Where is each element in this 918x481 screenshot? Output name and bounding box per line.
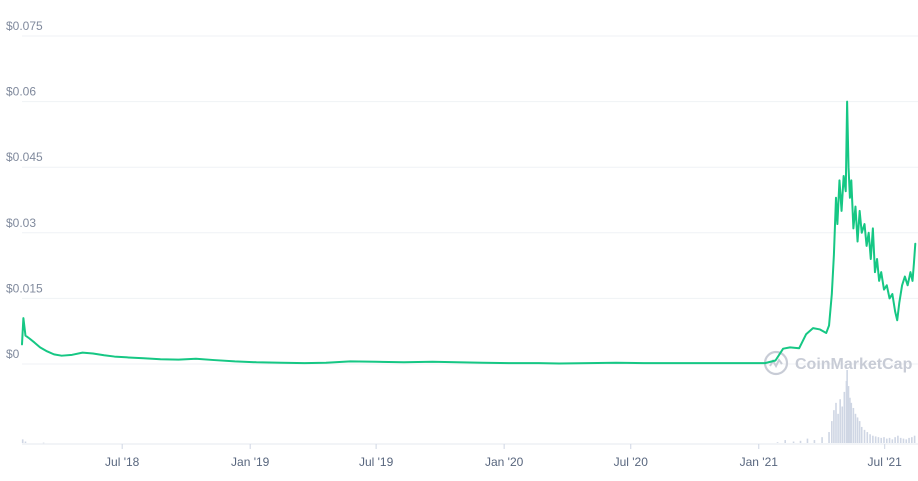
price-series-line [21, 100, 917, 365]
volume-bar [852, 407, 855, 443]
volume-bar [902, 438, 905, 443]
volume-bar [899, 437, 902, 443]
volume-bar [42, 442, 45, 444]
volume-bar [839, 399, 841, 443]
grid-lines [22, 35, 918, 365]
x-tick-label: Jul '20 [614, 455, 649, 469]
volume-bar [837, 413, 839, 443]
x-tick-label: Jan '19 [231, 455, 270, 469]
volume-bar [891, 439, 894, 443]
volume-bar [813, 440, 816, 443]
volume-bars [21, 370, 916, 444]
volume-bar [24, 441, 27, 443]
volume-bar [835, 402, 837, 443]
volume-bar [869, 434, 871, 443]
price-line [21, 100, 917, 365]
volume-bar [856, 417, 859, 443]
y-tick-label: $0.015 [6, 281, 43, 295]
volume-bar [776, 442, 779, 443]
volume-bar [913, 435, 916, 443]
y-axis-labels: $0 $0.015 $0.03 $0.045 $0.06 $0.075 [6, 19, 43, 361]
volume-bar [908, 437, 910, 443]
x-tick-label: Jul '19 [359, 455, 394, 469]
volume-bar [821, 437, 823, 443]
volume-bar [905, 439, 908, 443]
volume-bar [888, 437, 891, 443]
volume-bar [784, 440, 787, 443]
volume-bar [799, 440, 802, 443]
volume-bar [841, 406, 844, 443]
coinmarketcap-watermark: CoinMarketCap [763, 350, 913, 376]
volume-bar [897, 435, 899, 443]
volume-bar [843, 391, 846, 443]
volume-bar [883, 437, 885, 443]
volume-bar [866, 432, 869, 443]
x-tick-label: Jan '21 [740, 455, 779, 469]
volume-bar [847, 386, 850, 443]
volume-bar [860, 426, 863, 443]
y-tick-label: $0.03 [6, 216, 36, 230]
y-tick-label: $0 [6, 347, 20, 361]
x-axis-labels: Jul '18 Jan '19 Jul '19 Jan '20 Jul '20 Jan '… [105, 444, 902, 469]
volume-bar [833, 410, 835, 443]
volume-bar [850, 402, 853, 443]
volume-bar [828, 432, 830, 443]
volume-bar [894, 437, 896, 443]
volume-bar [849, 397, 851, 443]
y-tick-label: $0.075 [6, 19, 43, 33]
volume-bar [863, 429, 866, 443]
volume-bar [885, 438, 888, 443]
watermark-text: CoinMarketCap [795, 356, 913, 373]
volume-bar [831, 421, 833, 443]
x-tick-label: Jul '18 [105, 455, 140, 469]
y-tick-label: $0.06 [6, 85, 36, 99]
x-tick-label: Jul '21 [868, 455, 903, 469]
x-tick-label: Jan '20 [485, 455, 524, 469]
volume-bar [872, 435, 874, 443]
volume-bar [911, 437, 913, 443]
volume-bar [880, 437, 883, 443]
volume-bar [874, 436, 877, 443]
volume-bar [792, 441, 795, 443]
volume-bar [877, 437, 880, 443]
volume-bar [21, 439, 24, 443]
volume-bar [858, 421, 861, 443]
volume-bar [846, 370, 848, 443]
y-tick-label: $0.045 [6, 150, 43, 164]
volume-bar [854, 413, 857, 443]
volume-bar [806, 438, 809, 443]
